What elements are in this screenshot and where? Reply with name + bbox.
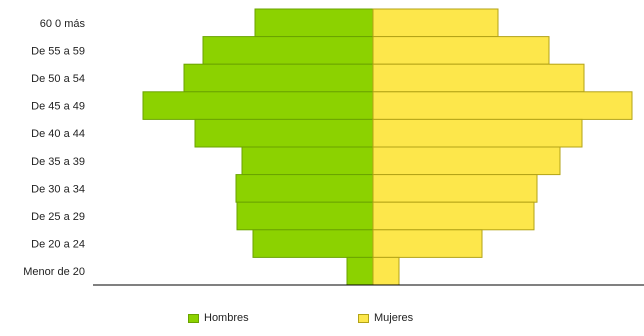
legend-label-mujeres: Mujeres bbox=[374, 312, 414, 324]
bar-hombres-de-25-a-29 bbox=[236, 201, 374, 231]
bar-hombres-60-0-mas bbox=[254, 8, 374, 38]
category-label-de-45-a-49: De 45 a 49 bbox=[31, 101, 85, 113]
bar-mujeres-de-35-a-39 bbox=[372, 146, 561, 176]
bar-hombres-de-30-a-34 bbox=[235, 174, 374, 203]
bar-mujeres-de-25-a-29 bbox=[372, 201, 535, 231]
chart-legend: Hombres Mujeres bbox=[0, 312, 644, 328]
category-label-menor-de-20: Menor de 20 bbox=[23, 266, 85, 278]
bar-mujeres-de-20-a-24 bbox=[372, 229, 483, 258]
bar-hombres-de-50-a-54 bbox=[183, 63, 374, 93]
category-label-de-50-a-54: De 50 a 54 bbox=[31, 73, 85, 85]
bar-hombres-de-45-a-49 bbox=[142, 91, 374, 120]
category-label-de-20-a-24: De 20 a 24 bbox=[31, 239, 85, 251]
bar-mujeres-menor-de-20 bbox=[372, 256, 400, 286]
bar-mujeres-de-50-a-54 bbox=[372, 63, 585, 93]
legend-swatch-hombres bbox=[188, 313, 199, 323]
legend-swatch-mujeres bbox=[358, 313, 369, 323]
bar-hombres-de-20-a-24 bbox=[252, 229, 374, 258]
legend-label-hombres: Hombres bbox=[204, 312, 249, 324]
category-label-de-30-a-34: De 30 a 34 bbox=[31, 183, 85, 195]
category-label-de-55-a-59: De 55 a 59 bbox=[31, 45, 85, 57]
category-label-de-35-a-39: De 35 a 39 bbox=[31, 156, 85, 168]
legend-item-mujeres: Mujeres bbox=[358, 312, 413, 324]
bar-hombres-menor-de-20 bbox=[346, 256, 374, 286]
bar-hombres-de-35-a-39 bbox=[241, 146, 374, 176]
bar-mujeres-60-0-mas bbox=[372, 8, 499, 38]
bar-hombres-de-40-a-44 bbox=[194, 118, 374, 148]
legend-item-hombres: Hombres bbox=[188, 312, 249, 324]
bar-hombres-de-55-a-59 bbox=[202, 36, 374, 65]
category-label-de-40-a-44: De 40 a 44 bbox=[31, 128, 85, 140]
bar-mujeres-de-45-a-49 bbox=[372, 91, 633, 120]
category-label-60-0-mas: 60 0 más bbox=[40, 18, 86, 30]
bar-mujeres-de-40-a-44 bbox=[372, 118, 583, 148]
bar-mujeres-de-30-a-34 bbox=[372, 174, 538, 203]
category-label-de-25-a-29: De 25 a 29 bbox=[31, 211, 85, 223]
bar-mujeres-de-55-a-59 bbox=[372, 36, 550, 65]
